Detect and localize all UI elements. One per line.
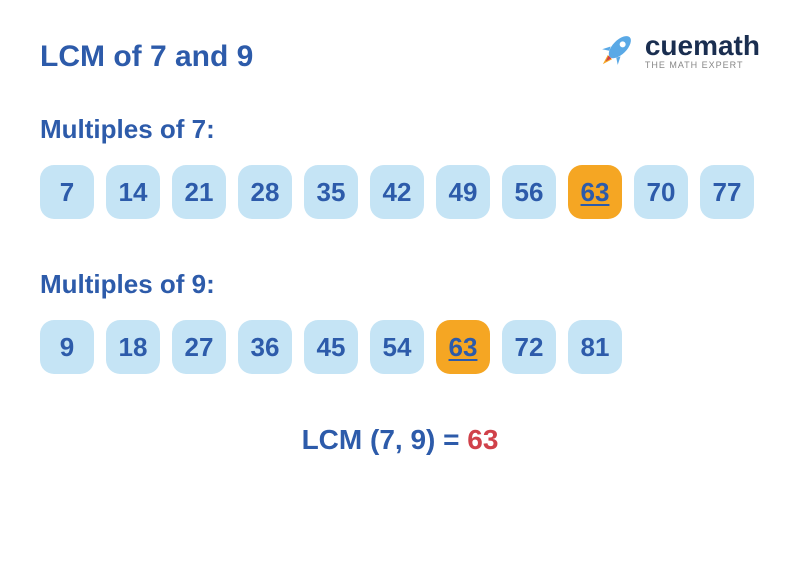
multiple-chip: 42 (370, 165, 424, 219)
multiples-7-section: Multiples of 7: 714212835424956637077 (40, 114, 760, 219)
brand-tagline: THE MATH EXPERT (645, 60, 760, 70)
lcm-result: LCM (7, 9) = 63 (40, 424, 760, 456)
multiple-chip: 56 (502, 165, 556, 219)
multiple-chip: 18 (106, 320, 160, 374)
multiple-chip: 28 (238, 165, 292, 219)
multiple-chip: 70 (634, 165, 688, 219)
section-label: Multiples of 9: (40, 269, 760, 300)
multiple-chip: 36 (238, 320, 292, 374)
result-prefix: LCM (7, 9) = (302, 424, 468, 455)
multiple-chip: 81 (568, 320, 622, 374)
multiple-chip: 9 (40, 320, 94, 374)
multiple-chip: 77 (700, 165, 754, 219)
multiples-9-section: Multiples of 9: 91827364554637281 (40, 269, 760, 374)
brand-name: cuemath (645, 30, 760, 62)
section-label: Multiples of 7: (40, 114, 760, 145)
multiple-chip: 7 (40, 165, 94, 219)
multiple-chip-highlight: 63 (568, 165, 622, 219)
result-value: 63 (467, 424, 498, 455)
multiple-chip: 14 (106, 165, 160, 219)
multiple-chip-highlight: 63 (436, 320, 490, 374)
brand-logo: cuemath THE MATH EXPERT (595, 28, 760, 72)
multiple-chip: 54 (370, 320, 424, 374)
multiples-7-row: 714212835424956637077 (40, 165, 760, 219)
multiples-9-row: 91827364554637281 (40, 320, 760, 374)
multiple-chip: 35 (304, 165, 358, 219)
multiple-chip: 49 (436, 165, 490, 219)
rocket-icon (595, 28, 639, 72)
multiple-chip: 27 (172, 320, 226, 374)
multiple-chip: 21 (172, 165, 226, 219)
multiple-chip: 72 (502, 320, 556, 374)
multiple-chip: 45 (304, 320, 358, 374)
